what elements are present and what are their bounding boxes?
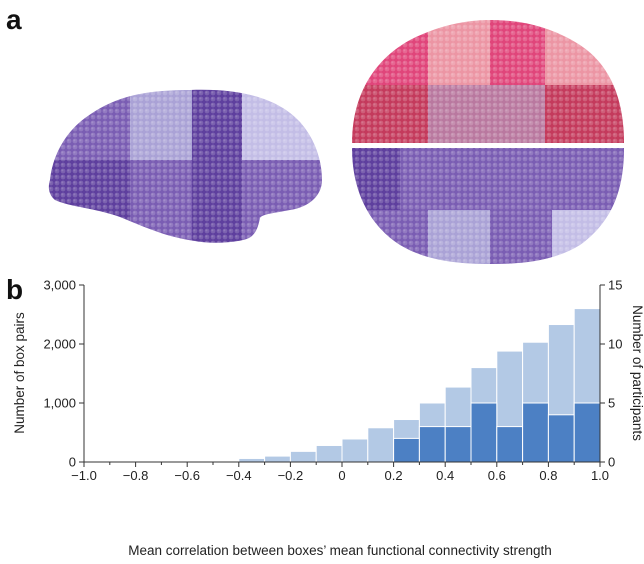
x-tick-label: −0.8: [123, 468, 149, 483]
y-right-tick-label: 10: [608, 337, 622, 352]
participants-series: [393, 402, 601, 463]
brain-renderings: [48, 20, 624, 264]
y-left-tick-label: 0: [69, 455, 76, 470]
y-left-tick-label: 3,000: [43, 278, 76, 293]
y-right-tick-label: 5: [608, 396, 615, 411]
y-right-tick-label: 0: [608, 455, 615, 470]
x-tick-label: 1.0: [591, 468, 609, 483]
y-axis-left-label: Number of box pairs: [12, 312, 27, 434]
y-axis-right-label: Number of participants: [630, 305, 644, 441]
y-left-tick-label: 2,000: [43, 337, 76, 352]
box-pairs-bar: [315, 444, 343, 463]
panel-a-label: a: [6, 4, 22, 35]
participants-bar: [393, 437, 420, 463]
participants-bar: [496, 426, 524, 463]
x-tick-label: −0.6: [174, 468, 200, 483]
x-tick-label: 0.6: [488, 468, 506, 483]
participants-bar: [418, 426, 446, 463]
box-pairs-bar: [264, 455, 291, 463]
x-tick-label: 0.2: [385, 468, 403, 483]
axes: −1.0 −0.8 −0.6 −0.4 −0.2 0 0.2 0.4 0.6 0.8 1.001,0…: [43, 278, 622, 484]
box-pairs-bar: [341, 438, 369, 463]
box-pairs-bar: [238, 457, 266, 463]
x-axis-label: Mean correlation between boxes’ mean fun…: [128, 543, 552, 558]
participants-bar: [444, 426, 472, 463]
participants-bar: [470, 402, 498, 463]
y-right-tick-label: 15: [608, 278, 622, 293]
x-tick-label: 0: [338, 468, 345, 483]
box-pairs-bar: [367, 427, 395, 463]
x-tick-label: −1.0: [71, 468, 97, 483]
y-left-tick-label: 1,000: [43, 396, 76, 411]
x-tick-label: −0.2: [278, 468, 304, 483]
participants-bar: [573, 402, 601, 463]
participants-bar: [522, 402, 549, 463]
box-pairs-bar: [289, 450, 317, 463]
x-tick-label: 0.4: [436, 468, 454, 483]
x-tick-label: 0.8: [539, 468, 557, 483]
participants-bar: [547, 414, 575, 463]
panel-b-label: b: [6, 274, 24, 305]
x-tick-label: −0.4: [226, 468, 252, 483]
